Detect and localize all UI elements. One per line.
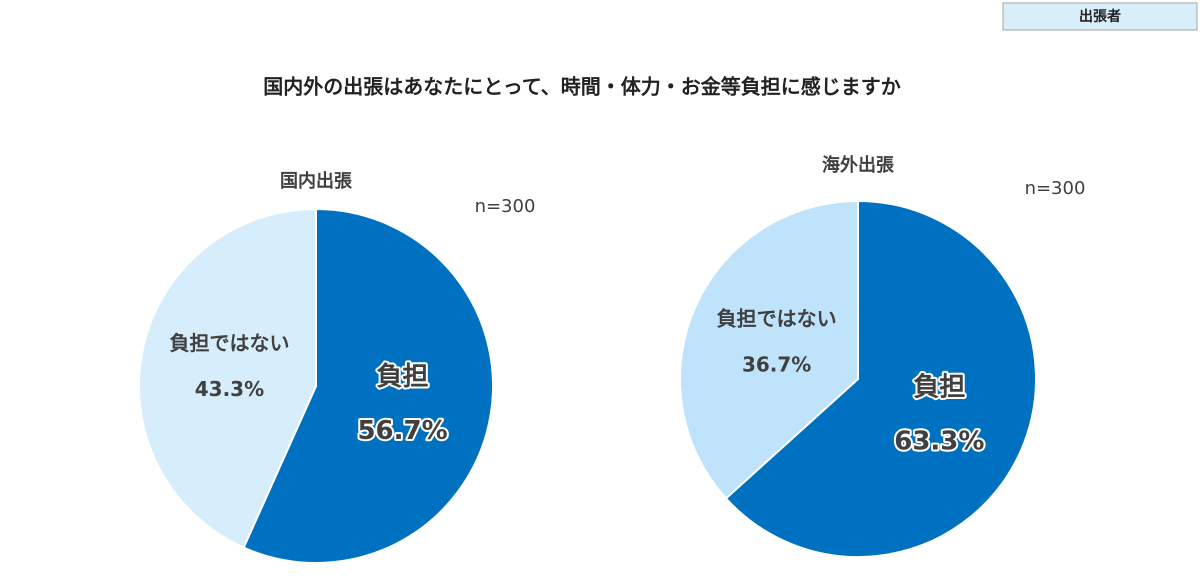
main-title: 国内外の出張はあなたにとって、時間・体力・お金等負担に感じますか	[263, 75, 900, 99]
value-label: 36.7%	[742, 352, 811, 376]
note: n=300	[1025, 178, 1086, 199]
pie-slice	[679, 199, 859, 500]
pie-slice	[242, 207, 494, 564]
pie-slice	[138, 207, 317, 549]
slice-label: 負担ではない	[169, 331, 289, 355]
slice-label: 負担	[377, 362, 429, 392]
value-label: 63.3%	[894, 427, 984, 457]
note: n=300	[475, 196, 536, 217]
pie-title: 国内出張	[280, 170, 353, 192]
value-label: 43.3%	[195, 377, 264, 401]
pie-slice	[724, 199, 1037, 558]
tag-box	[1002, 2, 1198, 31]
slice-label: 負担ではない	[717, 306, 837, 330]
tag: 出張者	[1079, 8, 1121, 25]
value-label: 56.7%	[357, 416, 447, 446]
pie-title: 海外出張	[822, 154, 895, 176]
slice-label: 負担	[913, 373, 965, 403]
